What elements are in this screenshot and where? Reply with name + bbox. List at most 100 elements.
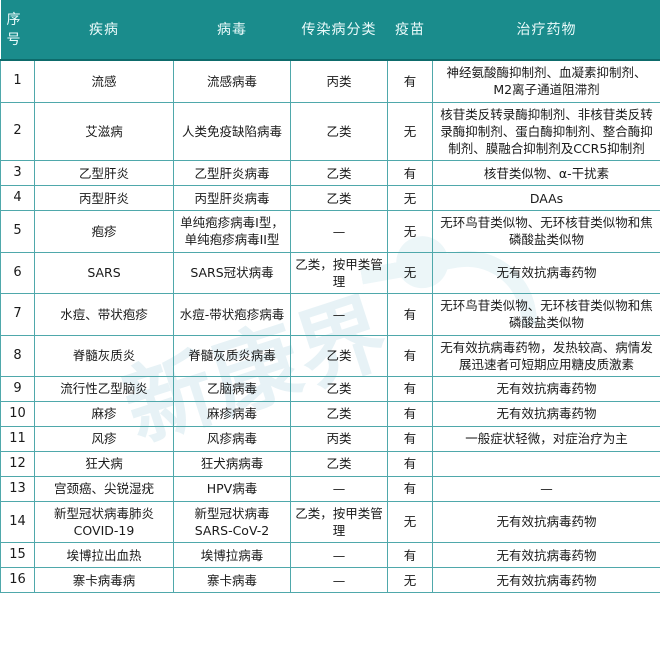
cell-drug: 无有效抗病毒药物 — [432, 401, 660, 427]
cell-disease: 疱疹 — [34, 210, 174, 253]
table-row: 3 乙型肝炎 乙型肝炎病毒 乙类有核苷类似物、α-干扰素 — [0, 160, 660, 187]
cell-drug: DAAs — [432, 185, 660, 212]
cell-vaccine: 有 — [387, 293, 433, 336]
cell-vaccine: 有 — [387, 542, 433, 569]
virus-disease-table: 序号 疾病 病毒 传染病分类 疫苗 治疗药物 1 流感 流感病毒 丙类有神经氨酸酶抑制… — [0, 0, 660, 594]
cell-virus: 流感病毒 — [173, 59, 291, 103]
cell-index: 11 — [0, 426, 35, 452]
cell-class: 乙类 — [290, 101, 388, 162]
cell-virus: HPV病毒 — [173, 475, 291, 502]
cell-virus: 脊髓灰质炎病毒 — [173, 334, 291, 378]
cell-class: 乙类 — [290, 401, 388, 427]
cell-drug: 核苷类反转录酶抑制剂、非核苷类反转录酶抑制剂、蛋白酶抑制剂、整合酶抑制剂、膜融合… — [432, 101, 660, 162]
cell-vaccine: 无 — [387, 500, 433, 544]
cell-vaccine: 无 — [387, 101, 433, 162]
cell-drug — [432, 450, 660, 477]
cell-drug: 无环鸟苷类似物、无环核苷类似物和焦磷酸盐类似物 — [432, 210, 660, 253]
cell-drug: — — [432, 475, 660, 502]
cell-index: 8 — [0, 334, 35, 378]
cell-index: 5 — [0, 210, 35, 253]
cell-drug: 核苷类似物、α-干扰素 — [432, 160, 660, 187]
column-header-index: 序号 — [0, 0, 35, 60]
table-row: 11 风疹 风疹病毒 丙类有一般症状轻微，对症治疗为主 — [0, 426, 660, 452]
cell-vaccine: 有 — [387, 450, 433, 477]
cell-vaccine: 无 — [387, 210, 433, 253]
cell-index: 16 — [0, 567, 35, 594]
cell-virus: 新型冠状病毒SARS-CoV-2 — [173, 500, 291, 544]
cell-virus: 麻疹病毒 — [173, 401, 291, 427]
column-header-drug: 治疗药物 — [432, 0, 660, 60]
cell-index: 10 — [0, 401, 35, 427]
cell-virus: 单纯疱疹病毒I型，单纯疱疹病毒II型 — [173, 210, 291, 253]
cell-class: 丙类 — [290, 59, 388, 103]
table-row: 16 寨卡病毒病 寨卡病毒 — 无无有效抗病毒药物 — [0, 567, 660, 594]
cell-class: — — [290, 542, 388, 569]
table-row: 1 流感 流感病毒 丙类有神经氨酸酶抑制剂、血凝素抑制剂、M2离子通道阻滞剂 — [0, 59, 660, 103]
cell-disease: 水痘、带状疱疹 — [34, 293, 174, 336]
cell-vaccine: 无 — [387, 251, 433, 295]
cell-disease: SARS — [34, 251, 174, 295]
cell-index: 7 — [0, 293, 35, 336]
table-row: 10 麻疹 麻疹病毒 乙类有无有效抗病毒药物 — [0, 401, 660, 427]
cell-vaccine: 有 — [387, 426, 433, 452]
table-row: 4 丙型肝炎 丙型肝炎病毒 乙类无 DAAs — [0, 185, 660, 212]
cell-index: 3 — [0, 160, 35, 187]
cell-virus: 丙型肝炎病毒 — [173, 185, 291, 212]
cell-disease: 狂犬病 — [34, 450, 174, 477]
cell-disease: 宫颈癌、尖锐湿疣 — [34, 475, 174, 502]
table-row: 13 宫颈癌、尖锐湿疣 HPV病毒 — 有 — — [0, 475, 660, 502]
cell-disease: 麻疹 — [34, 401, 174, 427]
cell-class: 乙类 — [290, 334, 388, 378]
cell-class: 乙类 — [290, 450, 388, 477]
table-row: 14 新型冠状病毒肺炎COVID-19 新型冠状病毒SARS-CoV-2 乙类，按甲类… — [0, 500, 660, 544]
cell-disease: 脊髓灰质炎 — [34, 334, 174, 378]
table-row: 6 SARS SARS冠状病毒 乙类，按甲类管理无无有效抗病毒药物 — [0, 251, 660, 295]
cell-index: 2 — [0, 101, 35, 162]
cell-drug: 神经氨酸酶抑制剂、血凝素抑制剂、M2离子通道阻滞剂 — [432, 59, 660, 103]
cell-index: 12 — [0, 450, 35, 477]
cell-vaccine: 有 — [387, 475, 433, 502]
cell-disease: 流感 — [34, 59, 174, 103]
cell-virus: 乙脑病毒 — [173, 376, 291, 403]
cell-disease: 流行性乙型脑炎 — [34, 376, 174, 403]
cell-vaccine: 有 — [387, 401, 433, 427]
table-row: 9 流行性乙型脑炎 乙脑病毒 乙类有无有效抗病毒药物 — [0, 376, 660, 403]
table-row: 12 狂犬病 狂犬病病毒 乙类有 — [0, 450, 660, 477]
cell-disease: 乙型肝炎 — [34, 160, 174, 187]
cell-class: 丙类 — [290, 426, 388, 452]
cell-class: 乙类 — [290, 160, 388, 187]
cell-disease: 丙型肝炎 — [34, 185, 174, 212]
cell-virus: 人类免疫缺陷病毒 — [173, 101, 291, 162]
cell-vaccine: 无 — [387, 185, 433, 212]
cell-class: 乙类 — [290, 185, 388, 212]
cell-index: 15 — [0, 542, 35, 569]
cell-class: 乙类，按甲类管理 — [290, 500, 388, 544]
cell-drug: 无有效抗病毒药物 — [432, 567, 660, 594]
cell-drug: 一般症状轻微，对症治疗为主 — [432, 426, 660, 452]
table-row: 7 水痘、带状疱疹 水痘-带状疱疹病毒 — 有无环鸟苷类似物、无环核苷类似物和焦磷酸盐类… — [0, 293, 660, 336]
cell-index: 14 — [0, 500, 35, 544]
cell-disease: 新型冠状病毒肺炎COVID-19 — [34, 500, 174, 544]
cell-virus: 埃博拉病毒 — [173, 542, 291, 569]
cell-class: — — [290, 475, 388, 502]
column-header-virus: 病毒 — [173, 0, 291, 60]
cell-virus: 风疹病毒 — [173, 426, 291, 452]
cell-index: 6 — [0, 251, 35, 295]
cell-drug: 无有效抗病毒药物 — [432, 500, 660, 544]
cell-vaccine: 有 — [387, 334, 433, 378]
cell-disease: 艾滋病 — [34, 101, 174, 162]
cell-index: 13 — [0, 475, 35, 502]
cell-class: 乙类，按甲类管理 — [290, 251, 388, 295]
table-header: 序号 疾病 病毒 传染病分类 疫苗 治疗药物 — [0, 0, 660, 60]
column-header-disease: 疾病 — [34, 0, 174, 60]
cell-disease: 寨卡病毒病 — [34, 567, 174, 594]
column-header-vaccine: 疫苗 — [387, 0, 433, 60]
table-row: 8 脊髓灰质炎 脊髓灰质炎病毒 乙类有无有效抗病毒药物，发热较高、病情发展迅速者可短期… — [0, 334, 660, 378]
cell-drug: 无有效抗病毒药物 — [432, 251, 660, 295]
cell-index: 1 — [0, 59, 35, 103]
table-row: 2 艾滋病 人类免疫缺陷病毒 乙类无核苷类反转录酶抑制剂、非核苷类反转录酶抑制剂、蛋白… — [0, 101, 660, 162]
table-row: 15 埃博拉出血热 埃博拉病毒 — 有无有效抗病毒药物 — [0, 542, 660, 569]
cell-disease: 埃博拉出血热 — [34, 542, 174, 569]
cell-vaccine: 有 — [387, 59, 433, 103]
